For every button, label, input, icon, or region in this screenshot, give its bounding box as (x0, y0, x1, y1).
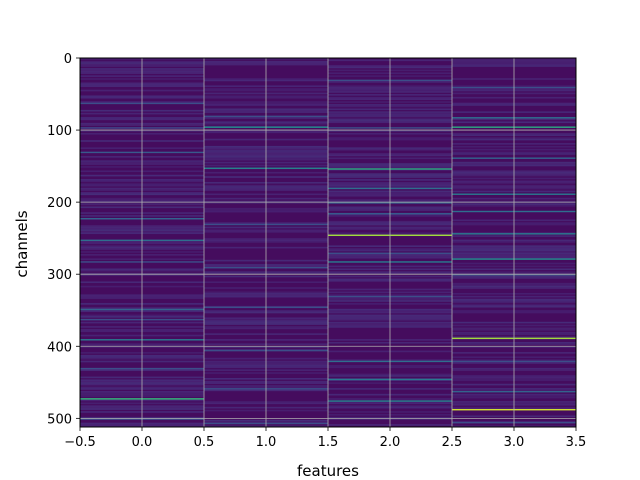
x-tick-label: 3.5 (566, 435, 587, 450)
y-tick-label: 400 (47, 340, 72, 355)
x-axis-label: features (297, 462, 359, 480)
y-tick-label: 500 (47, 412, 72, 427)
y-axis-label: channels (13, 210, 31, 277)
x-tick-label: 0.0 (132, 435, 153, 450)
x-tick-label: 1.0 (256, 435, 277, 450)
x-tick-label: −0.5 (64, 435, 96, 450)
y-tick-label: 300 (47, 268, 72, 283)
x-tick-label: 3.0 (504, 435, 525, 450)
y-tick-label: 100 (47, 124, 72, 139)
x-axis-ticks: −0.5 0.0 0.5 1.0 1.5 2.0 2.5 3.0 3.5 (64, 427, 586, 450)
x-tick-label: 2.5 (442, 435, 463, 450)
y-axis-ticks: 0 100 200 300 400 500 (47, 52, 80, 427)
x-tick-label: 1.5 (318, 435, 339, 450)
y-tick-label: 200 (47, 196, 72, 211)
y-tick-label: 0 (64, 52, 72, 67)
x-tick-label: 0.5 (194, 435, 215, 450)
x-tick-label: 2.0 (380, 435, 401, 450)
